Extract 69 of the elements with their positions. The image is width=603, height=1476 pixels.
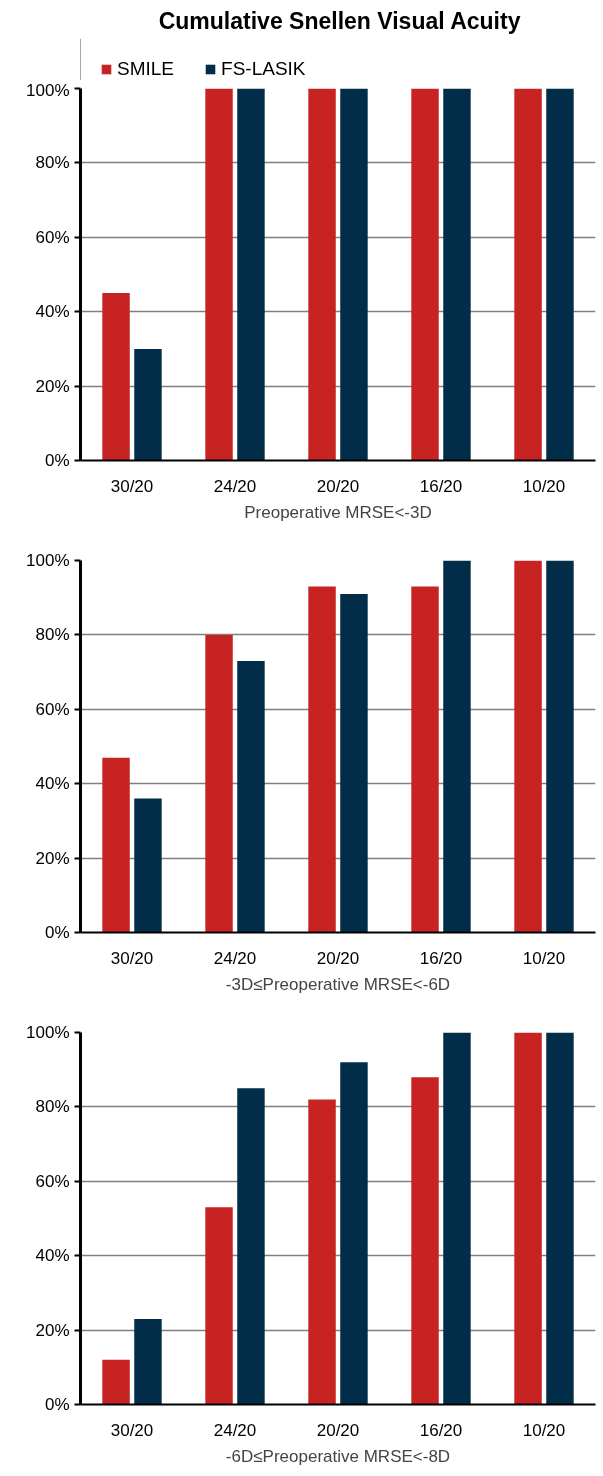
bar	[134, 798, 162, 933]
bar	[443, 1032, 471, 1405]
x-axis-title: -3D≤Preoperative MRSE<-6D	[225, 974, 451, 994]
y-tick-label: 0%	[44, 451, 70, 470]
bar	[134, 348, 162, 461]
y-tick-label: 60%	[35, 227, 70, 247]
bar	[514, 560, 542, 933]
bar	[237, 88, 265, 461]
bar	[546, 1032, 574, 1405]
x-tick-label: 30/20	[110, 476, 154, 496]
x-tick-label: 16/20	[419, 948, 463, 968]
x-tick-label: 16/20	[419, 476, 463, 496]
bar	[443, 88, 471, 461]
x-tick-label: 24/20	[213, 476, 257, 496]
y-tick-label: 80%	[35, 1097, 70, 1117]
bar	[340, 1062, 368, 1405]
bar	[443, 560, 471, 933]
bar	[308, 1099, 336, 1405]
bar	[340, 88, 368, 461]
y-tick-label: 20%	[35, 848, 70, 868]
y-tick-label: 20%	[35, 376, 70, 396]
x-tick-label: 16/20	[419, 1420, 463, 1440]
bar	[308, 586, 336, 933]
legend-label: FS-LASIK	[221, 58, 306, 80]
bar	[134, 1318, 162, 1405]
bar	[102, 1359, 130, 1405]
x-tick-label: 10/20	[522, 476, 566, 496]
y-tick-label: 80%	[35, 625, 70, 645]
x-tick-label: 24/20	[213, 948, 257, 968]
y-tick-label: 40%	[35, 302, 70, 322]
bar	[205, 634, 233, 933]
x-tick-label: 10/20	[522, 948, 566, 968]
bar	[102, 293, 130, 461]
bar	[546, 560, 574, 933]
bar	[308, 88, 336, 461]
bar	[340, 593, 368, 933]
chart-title: Cumulative Snellen Visual Acuity	[158, 7, 521, 34]
x-axis-title: -6D≤Preoperative MRSE<-8D	[225, 1446, 451, 1466]
y-tick-label: 100%	[26, 1023, 70, 1042]
x-tick-label: 20/20	[316, 476, 360, 496]
bar	[102, 757, 130, 933]
bar	[546, 88, 574, 461]
y-tick-label: 100%	[26, 80, 70, 100]
y-tick-label: 60%	[35, 699, 70, 719]
y-tick-label: 40%	[35, 1246, 70, 1266]
y-tick-label: 40%	[35, 774, 70, 794]
bar	[205, 88, 233, 461]
bar	[411, 1077, 439, 1405]
x-tick-label: 30/20	[110, 948, 154, 968]
y-tick-label: 20%	[35, 1320, 70, 1340]
x-tick-label: 30/20	[110, 1420, 154, 1440]
y-tick-label: 100%	[26, 551, 70, 570]
y-tick-label: 60%	[35, 1171, 70, 1191]
x-tick-label: 24/20	[213, 1420, 257, 1440]
x-tick-label: 20/20	[316, 948, 360, 968]
y-tick-label: 0%	[44, 1395, 70, 1414]
bar	[237, 1088, 265, 1405]
y-tick-label: 80%	[35, 153, 70, 173]
bar	[514, 1032, 542, 1405]
bar	[411, 88, 439, 461]
y-tick-label: 0%	[44, 923, 70, 942]
bar	[514, 88, 542, 461]
x-axis-title: Preoperative MRSE<-3D	[244, 502, 432, 522]
x-tick-label: 20/20	[316, 1420, 360, 1440]
bar	[205, 1207, 233, 1405]
x-tick-label: 10/20	[522, 1420, 566, 1440]
bar	[411, 586, 439, 933]
bar	[237, 660, 265, 933]
legend-label: SMILE	[117, 58, 175, 80]
